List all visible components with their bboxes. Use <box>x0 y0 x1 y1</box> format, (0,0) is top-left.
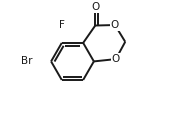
Text: O: O <box>112 54 120 64</box>
Text: O: O <box>111 20 119 30</box>
Text: O: O <box>91 2 99 12</box>
Text: F: F <box>59 20 65 30</box>
Text: Br: Br <box>21 56 32 66</box>
